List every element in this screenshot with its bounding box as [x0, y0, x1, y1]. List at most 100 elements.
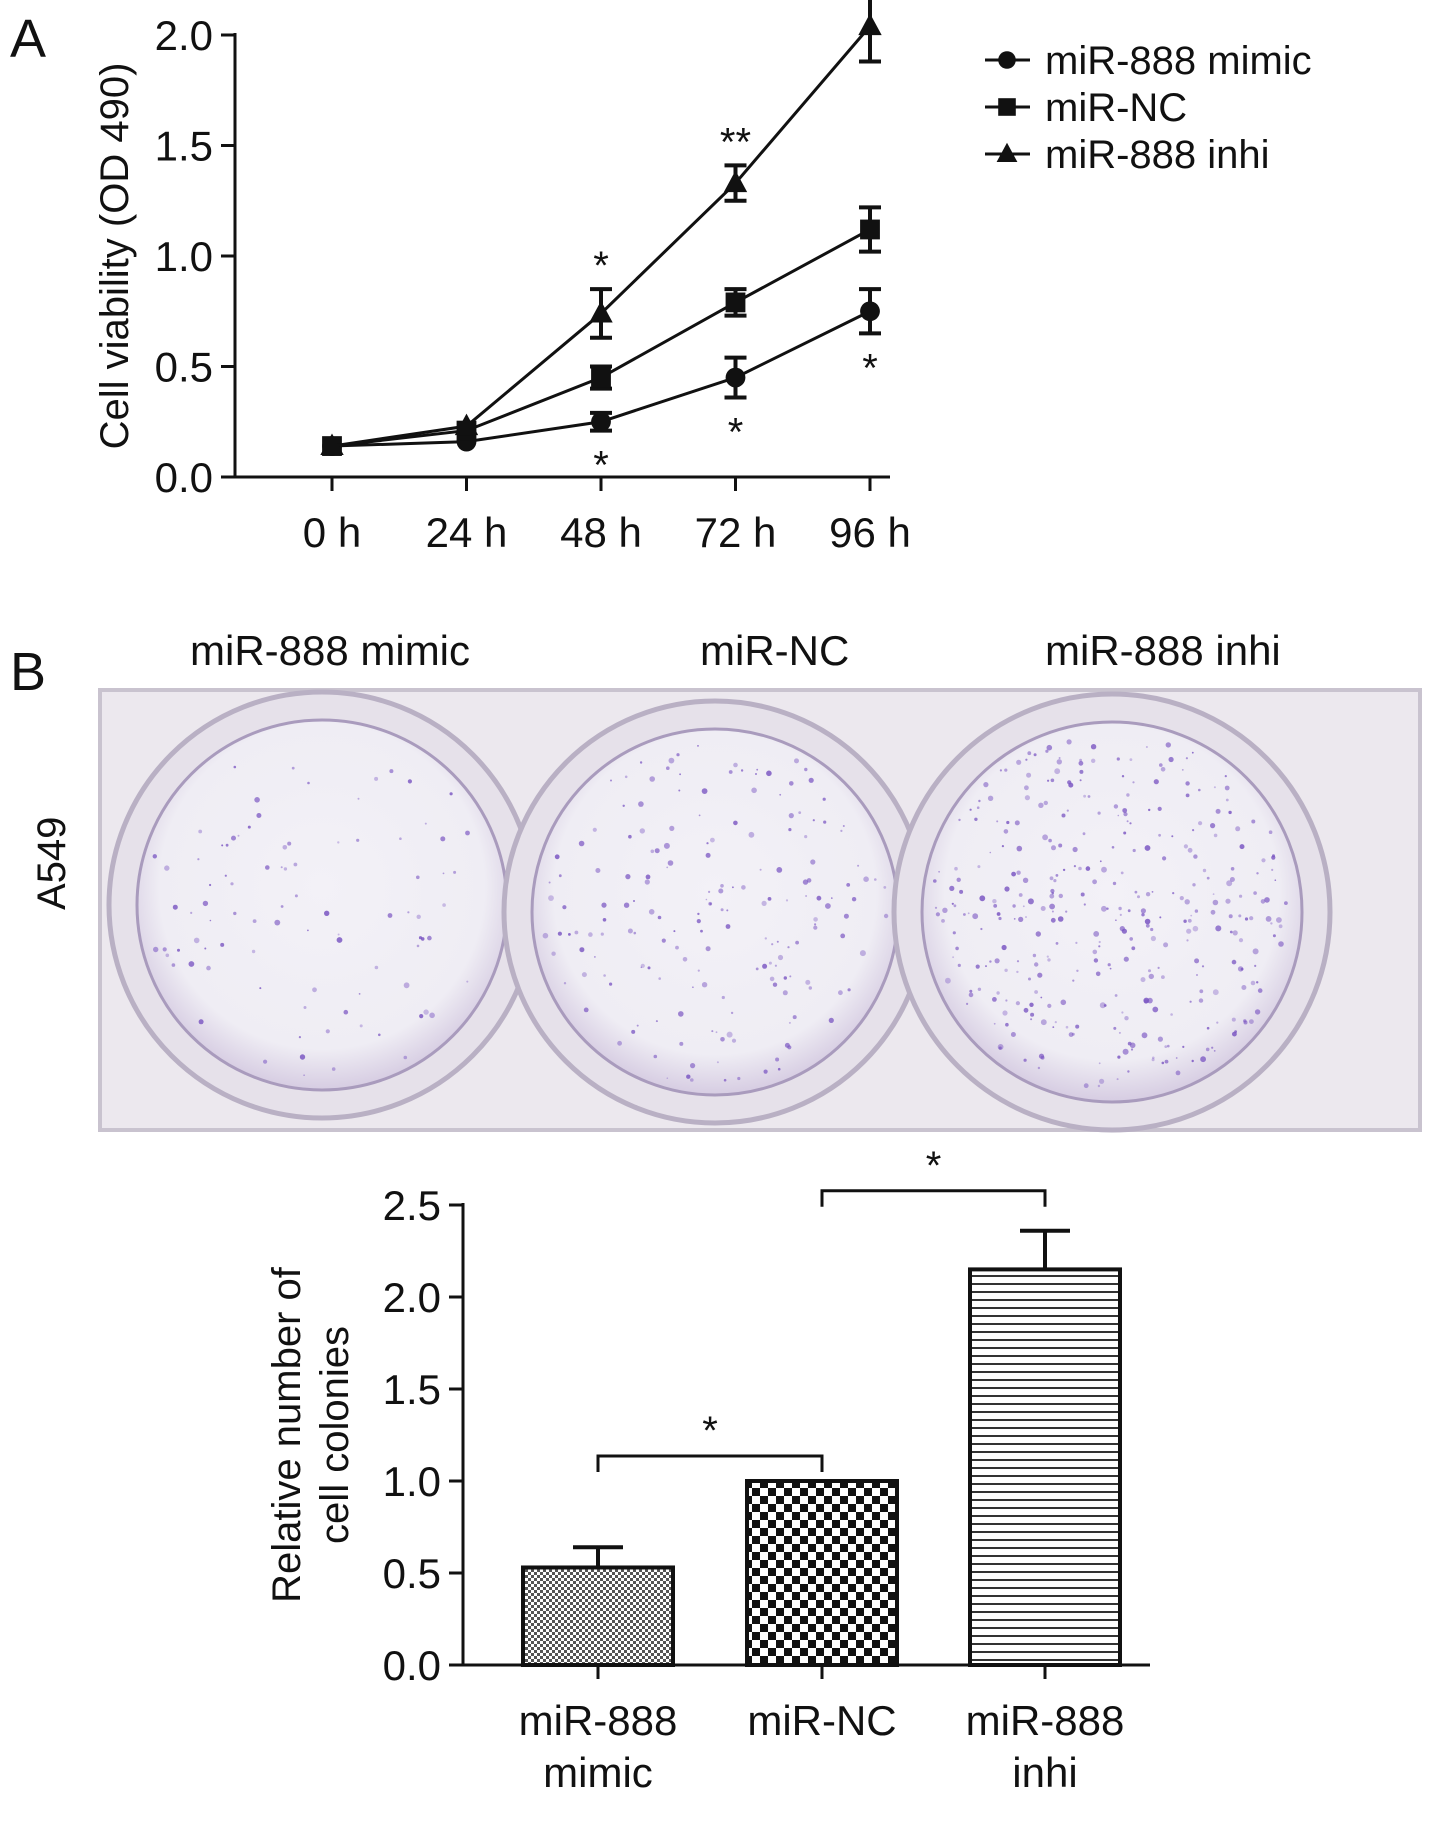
- colony-dot: [1022, 877, 1029, 883]
- colony-dot: [449, 792, 453, 796]
- colony-dot: [1190, 914, 1193, 917]
- colony-dot: [337, 841, 340, 844]
- colony-dot: [1144, 845, 1151, 851]
- colony-dot: [198, 829, 203, 834]
- colony-dot: [1194, 909, 1199, 913]
- colony-dot: [706, 842, 709, 845]
- colony-dot: [623, 902, 630, 908]
- colony-dot: [708, 890, 711, 893]
- colony-dot: [624, 775, 628, 779]
- colony-dot: [1192, 829, 1195, 832]
- colony-dot: [975, 964, 980, 969]
- colony-dot: [1193, 854, 1198, 859]
- colony-dot: [1226, 880, 1233, 887]
- colony-dot: [993, 1022, 996, 1025]
- colony-dot: [1071, 1032, 1075, 1036]
- bar-y-tick-label: 0.0: [383, 1642, 441, 1689]
- colony-dot: [1099, 1002, 1106, 1009]
- colony-dot: [617, 1040, 622, 1046]
- colony-dot: [337, 933, 340, 936]
- colony-dot: [233, 765, 237, 769]
- colony-dot: [1005, 999, 1008, 1002]
- legend-marker: [998, 98, 1016, 116]
- colony-dot: [1228, 810, 1232, 815]
- colony-dot: [998, 916, 1002, 921]
- bar-y-tick-label: 2.5: [383, 1182, 441, 1229]
- colony-dot: [224, 874, 227, 877]
- bar-y-tick-label: 1.0: [383, 1458, 441, 1505]
- colony-dot: [1249, 1019, 1254, 1024]
- colony-dot: [761, 900, 767, 906]
- colony-dot: [771, 943, 774, 946]
- colony-dot: [1215, 808, 1221, 814]
- colony-dot: [675, 945, 679, 950]
- colony-dot: [996, 820, 999, 823]
- colony-dot: [221, 844, 224, 847]
- colony-dot: [283, 867, 288, 871]
- colony-dot: [720, 884, 724, 888]
- colony-dot: [1249, 916, 1254, 921]
- colony-dot: [1087, 795, 1091, 798]
- colony-dot: [1196, 974, 1198, 976]
- colony-dot: [766, 770, 772, 777]
- colony-dot: [708, 901, 713, 906]
- colony-dot: [1026, 772, 1032, 778]
- data-point: [591, 367, 611, 388]
- colony-dot: [678, 1011, 684, 1017]
- colony-dot: [206, 965, 211, 971]
- colony-dot: [1179, 896, 1184, 901]
- colony-dot: [776, 867, 783, 873]
- colony-dot: [1167, 1044, 1170, 1048]
- colony-dot: [1211, 1046, 1214, 1049]
- colony-dot: [416, 875, 420, 880]
- colony-dot: [548, 895, 554, 901]
- colony-dot: [648, 909, 655, 915]
- colony-dot: [851, 897, 857, 902]
- data-point: [858, 13, 882, 36]
- colony-dot: [1001, 845, 1005, 848]
- colony-dot: [1187, 918, 1192, 923]
- significance-marker: *: [728, 410, 744, 454]
- colony-dot: [697, 912, 700, 916]
- colony-dot: [165, 953, 170, 958]
- colony-dot: [1103, 1004, 1107, 1007]
- colony-dot: [1113, 804, 1119, 809]
- colony-dot: [857, 864, 860, 867]
- colony-dot: [804, 767, 808, 772]
- colony-dot: [751, 787, 757, 794]
- colony-dot: [1147, 997, 1153, 1004]
- colony-dot: [562, 905, 567, 910]
- colony-dot: [814, 923, 817, 926]
- colony-dot: [989, 960, 992, 963]
- colony-dot: [650, 849, 655, 854]
- colony-dot: [1244, 917, 1249, 921]
- colony-dot: [581, 972, 587, 978]
- legend-label: miR-NC: [1045, 86, 1187, 130]
- colony-dot: [188, 961, 195, 967]
- colony-dot: [1016, 870, 1021, 875]
- significance-bracket: [820, 1189, 1047, 1207]
- colony-dot: [979, 895, 986, 902]
- colony-dot: [673, 930, 676, 933]
- colony-dot: [1212, 899, 1219, 906]
- column-label-nc: miR-NC: [700, 627, 850, 674]
- colony-dot: [969, 989, 973, 993]
- colony-dot: [1058, 757, 1061, 759]
- colony-dot: [1060, 999, 1067, 1006]
- colony-dot: [668, 757, 675, 764]
- colony-dot: [307, 781, 310, 785]
- colony-dot: [977, 987, 982, 991]
- colony-dot: [233, 911, 237, 916]
- colony-dot: [603, 974, 606, 977]
- bar-x-tick-label: mimic: [543, 1749, 653, 1796]
- colony-dot: [312, 987, 317, 993]
- colony-dot: [1198, 821, 1203, 826]
- colony-dot: [324, 910, 330, 916]
- colony-dot: [1224, 775, 1227, 778]
- colony-dot: [294, 894, 298, 898]
- colony-plate-photo: [98, 688, 1422, 1133]
- colony-dot: [1234, 1030, 1237, 1034]
- colony-dot: [1061, 813, 1066, 818]
- colony-dot: [883, 913, 889, 919]
- colony-dot: [795, 940, 799, 945]
